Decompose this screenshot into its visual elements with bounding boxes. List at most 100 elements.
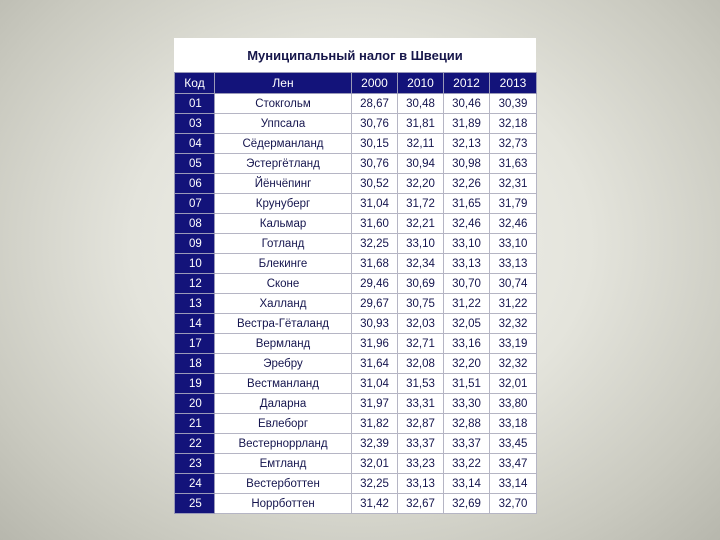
cell-2000: 32,25 [351,473,398,494]
cell-2000: 31,96 [351,333,398,354]
cell-2012: 33,14 [443,473,490,494]
cell-county: Сёдерманланд [214,133,352,154]
cell-2013: 31,79 [489,193,537,214]
cell-2010: 32,71 [397,333,444,354]
table-row: 21 Евлеборг 31,82 32,87 32,88 33,18 [174,413,537,434]
cell-2012: 32,20 [443,353,490,374]
table-row: 04 Сёдерманланд 30,15 32,11 32,13 32,73 [174,133,537,154]
cell-code: 07 [174,193,215,214]
cell-2013: 30,74 [489,273,537,294]
cell-2012: 33,22 [443,453,490,474]
cell-2000: 31,64 [351,353,398,374]
cell-2000: 30,76 [351,153,398,174]
table-row: 05 Эстергётланд 30,76 30,94 30,98 31,63 [174,153,537,174]
header-year-2000: 2000 [351,72,398,94]
cell-2013: 32,46 [489,213,537,234]
cell-code: 18 [174,353,215,374]
table-body: 01 Стокгольм 28,67 30,48 30,46 30,39 03 Уппсала… [174,93,537,514]
cell-2000: 31,42 [351,493,398,514]
cell-2010: 33,31 [397,393,444,414]
cell-2010: 33,10 [397,233,444,254]
cell-2000: 31,68 [351,253,398,274]
table-row: 13 Халланд 29,67 30,75 31,22 31,22 [174,293,537,314]
cell-2010: 33,37 [397,433,444,454]
cell-county: Евлеборг [214,413,352,434]
cell-county: Емтланд [214,453,352,474]
table-row: 07 Крунуберг 31,04 31,72 31,65 31,79 [174,193,537,214]
cell-2012: 33,30 [443,393,490,414]
cell-county: Уппсала [214,113,352,134]
cell-2013: 33,18 [489,413,537,434]
cell-2012: 30,46 [443,93,490,114]
cell-county: Сконе [214,273,352,294]
cell-2010: 33,23 [397,453,444,474]
cell-code: 03 [174,113,215,134]
header-county: Лен [214,72,352,94]
cell-county: Йёнчёпинг [214,173,352,194]
table-row: 19 Вестманланд 31,04 31,53 31,51 32,01 [174,373,537,394]
cell-county: Вестра-Гёталанд [214,313,352,334]
cell-2012: 32,88 [443,413,490,434]
cell-2012: 33,16 [443,333,490,354]
cell-2010: 32,67 [397,493,444,514]
cell-2010: 32,03 [397,313,444,334]
cell-code: 19 [174,373,215,394]
table-row: 10 Блекинге 31,68 32,34 33,13 33,13 [174,253,537,274]
cell-2000: 32,39 [351,433,398,454]
cell-2010: 32,08 [397,353,444,374]
cell-county: Вестерботтен [214,473,352,494]
cell-code: 24 [174,473,215,494]
cell-county: Вермланд [214,333,352,354]
cell-2012: 31,22 [443,293,490,314]
cell-2013: 33,45 [489,433,537,454]
header-year-2012: 2012 [443,72,490,94]
cell-2000: 28,67 [351,93,398,114]
cell-2000: 29,67 [351,293,398,314]
table-row: 24 Вестерботтен 32,25 33,13 33,14 33,14 [174,473,537,494]
cell-2012: 30,70 [443,273,490,294]
cell-2010: 31,53 [397,373,444,394]
cell-county: Крунуберг [214,193,352,214]
cell-2013: 33,47 [489,453,537,474]
cell-code: 20 [174,393,215,414]
cell-code: 05 [174,153,215,174]
cell-county: Вестерноррланд [214,433,352,454]
cell-county: Вестманланд [214,373,352,394]
cell-2000: 31,04 [351,193,398,214]
header-year-2010: 2010 [397,72,444,94]
cell-2013: 32,70 [489,493,537,514]
cell-2013: 32,31 [489,173,537,194]
table-row: 03 Уппсала 30,76 31,81 31,89 32,18 [174,113,537,134]
header-year-2013: 2013 [489,72,537,94]
cell-2000: 30,93 [351,313,398,334]
cell-2000: 30,52 [351,173,398,194]
cell-2000: 32,25 [351,233,398,254]
tax-table: Код Лен 2000 2010 2012 2013 01 Стокгольм 2… [174,72,537,514]
cell-2000: 31,97 [351,393,398,414]
header-code: Код [174,72,215,94]
cell-county: Эстергётланд [214,153,352,174]
cell-county: Блекинге [214,253,352,274]
cell-code: 21 [174,413,215,434]
cell-2013: 32,18 [489,113,537,134]
cell-2000: 30,76 [351,113,398,134]
cell-2010: 30,69 [397,273,444,294]
cell-code: 10 [174,253,215,274]
cell-2012: 32,05 [443,313,490,334]
table-row: 25 Норрботтен 31,42 32,67 32,69 32,70 [174,493,537,514]
table-row: 09 Готланд 32,25 33,10 33,10 33,10 [174,233,537,254]
cell-2013: 33,10 [489,233,537,254]
cell-code: 13 [174,293,215,314]
cell-2012: 33,37 [443,433,490,454]
table-row: 12 Сконе 29,46 30,69 30,70 30,74 [174,273,537,294]
cell-2013: 31,63 [489,153,537,174]
cell-2010: 32,21 [397,213,444,234]
cell-2013: 32,73 [489,133,537,154]
cell-county: Стокгольм [214,93,352,114]
cell-2010: 30,94 [397,153,444,174]
cell-2010: 30,75 [397,293,444,314]
cell-2013: 32,32 [489,313,537,334]
cell-code: 08 [174,213,215,234]
table-row: 20 Даларна 31,97 33,31 33,30 33,80 [174,393,537,414]
cell-2013: 32,01 [489,373,537,394]
